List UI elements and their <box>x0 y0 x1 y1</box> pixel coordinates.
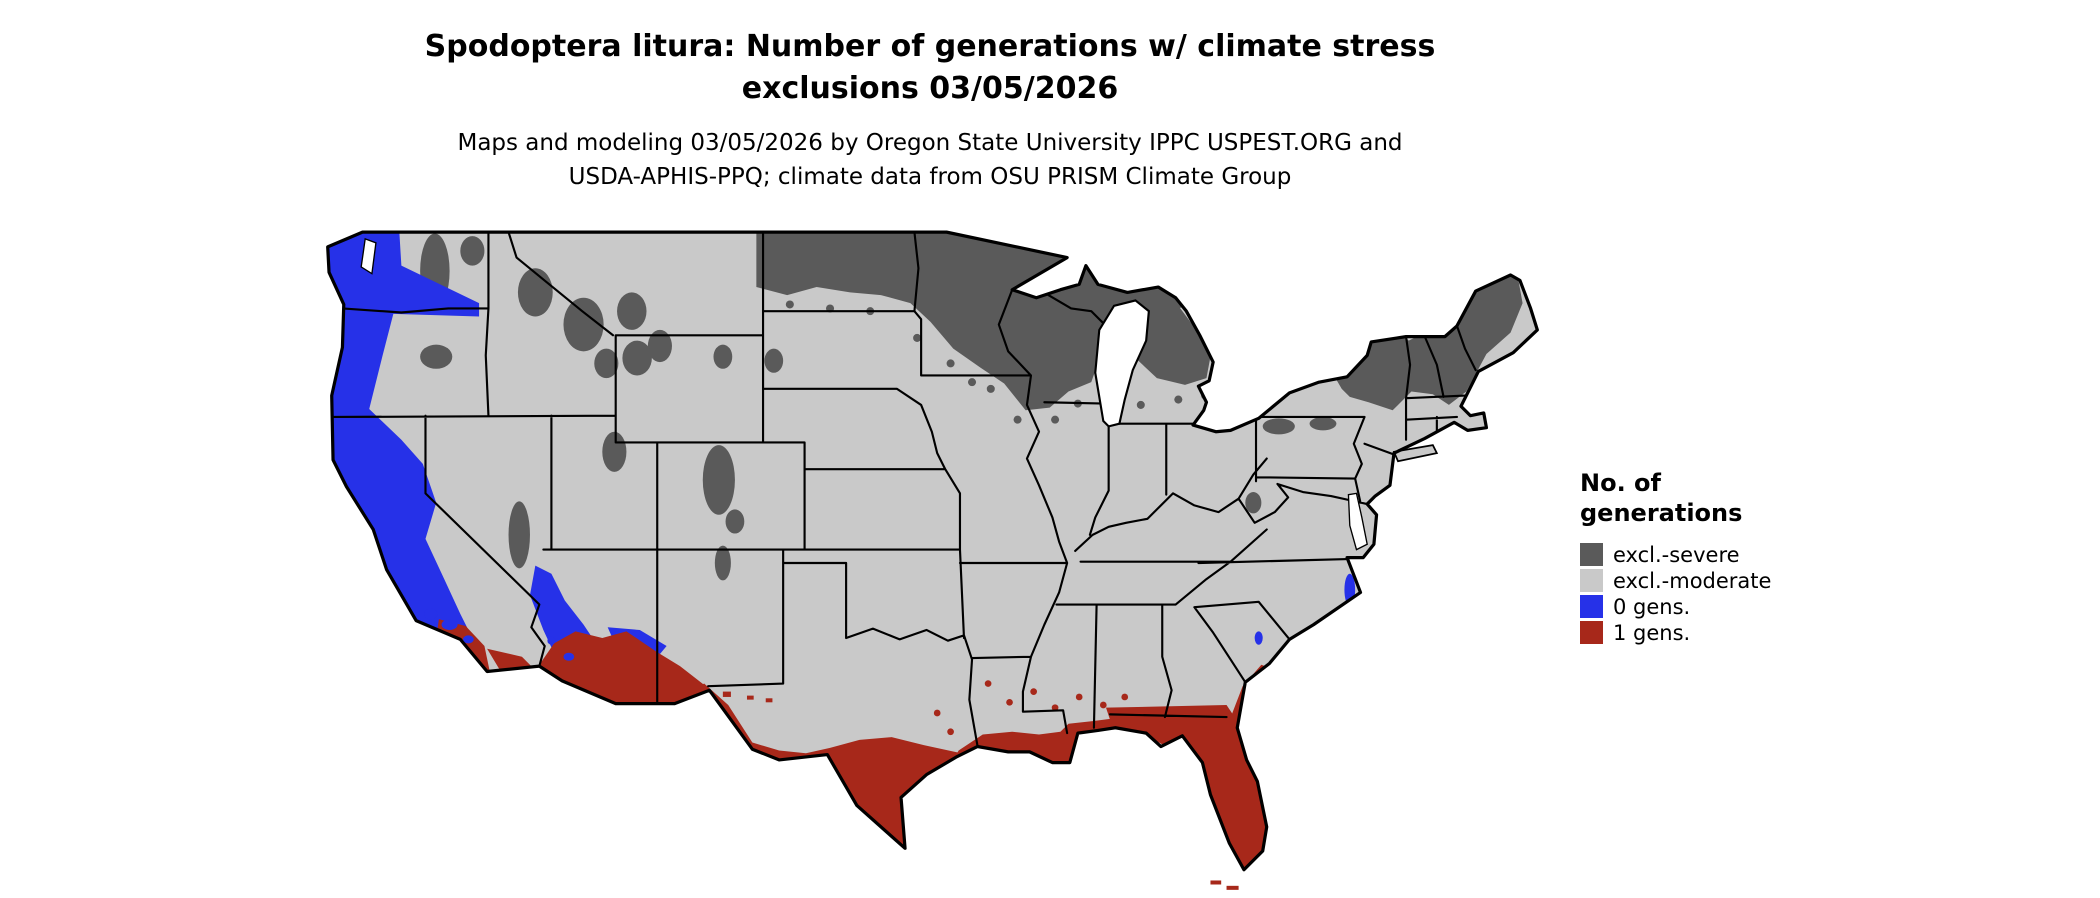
header: Spodoptera litura: Number of generations… <box>0 26 1860 194</box>
legend-item-excl-moderate: excl.-moderate <box>1580 568 1771 593</box>
subtitle-line1: Maps and modeling 03/05/2026 by Oregon S… <box>457 130 1403 156</box>
legend-swatch-1-gens <box>1580 621 1603 644</box>
chesapeake-bay <box>1347 492 1368 551</box>
country-outline <box>326 230 1539 872</box>
map-region-excl-moderate <box>327 232 1538 870</box>
legend-title: No. of generations <box>1580 468 1771 528</box>
legend-label-excl-moderate: excl.-moderate <box>1613 568 1772 593</box>
lake-michigan <box>1094 299 1150 428</box>
florida-keys <box>1210 880 1239 890</box>
legend-title-line2: generations <box>1580 499 1743 527</box>
long-island <box>1392 444 1439 463</box>
legend-item-excl-severe: excl.-severe <box>1580 542 1771 567</box>
legend-swatch-excl-severe <box>1580 543 1603 566</box>
state-borders <box>331 232 1477 747</box>
legend: No. of generations excl.-severe excl.-mod… <box>1580 468 1771 646</box>
legend-label-0-gens: 0 gens. <box>1613 594 1691 619</box>
legend-item-0-gens: 0 gens. <box>1580 594 1771 619</box>
title-line1: Spodoptera litura: Number of generations… <box>424 29 1436 64</box>
subtitle-line2: USDA-APHIS-PPQ; climate data from OSU PR… <box>568 164 1292 190</box>
map-subtitle: Maps and modeling 03/05/2026 by Oregon S… <box>0 126 1860 194</box>
legend-label-1-gens: 1 gens. <box>1613 620 1691 645</box>
legend-title-line1: No. of <box>1580 469 1661 497</box>
legend-swatch-0-gens <box>1580 595 1603 618</box>
us-generations-map <box>321 228 1540 898</box>
map-region-0-gens-accents <box>424 608 575 661</box>
legend-item-1-gens: 1 gens. <box>1580 620 1771 645</box>
map-svg <box>326 230 1539 890</box>
title-line2: exclusions 03/05/2026 <box>741 71 1119 106</box>
legend-swatch-excl-moderate <box>1580 569 1603 592</box>
page-title: Spodoptera litura: Number of generations… <box>0 26 1860 110</box>
puget-sound <box>360 237 377 275</box>
legend-label-excl-severe: excl.-severe <box>1613 542 1740 567</box>
